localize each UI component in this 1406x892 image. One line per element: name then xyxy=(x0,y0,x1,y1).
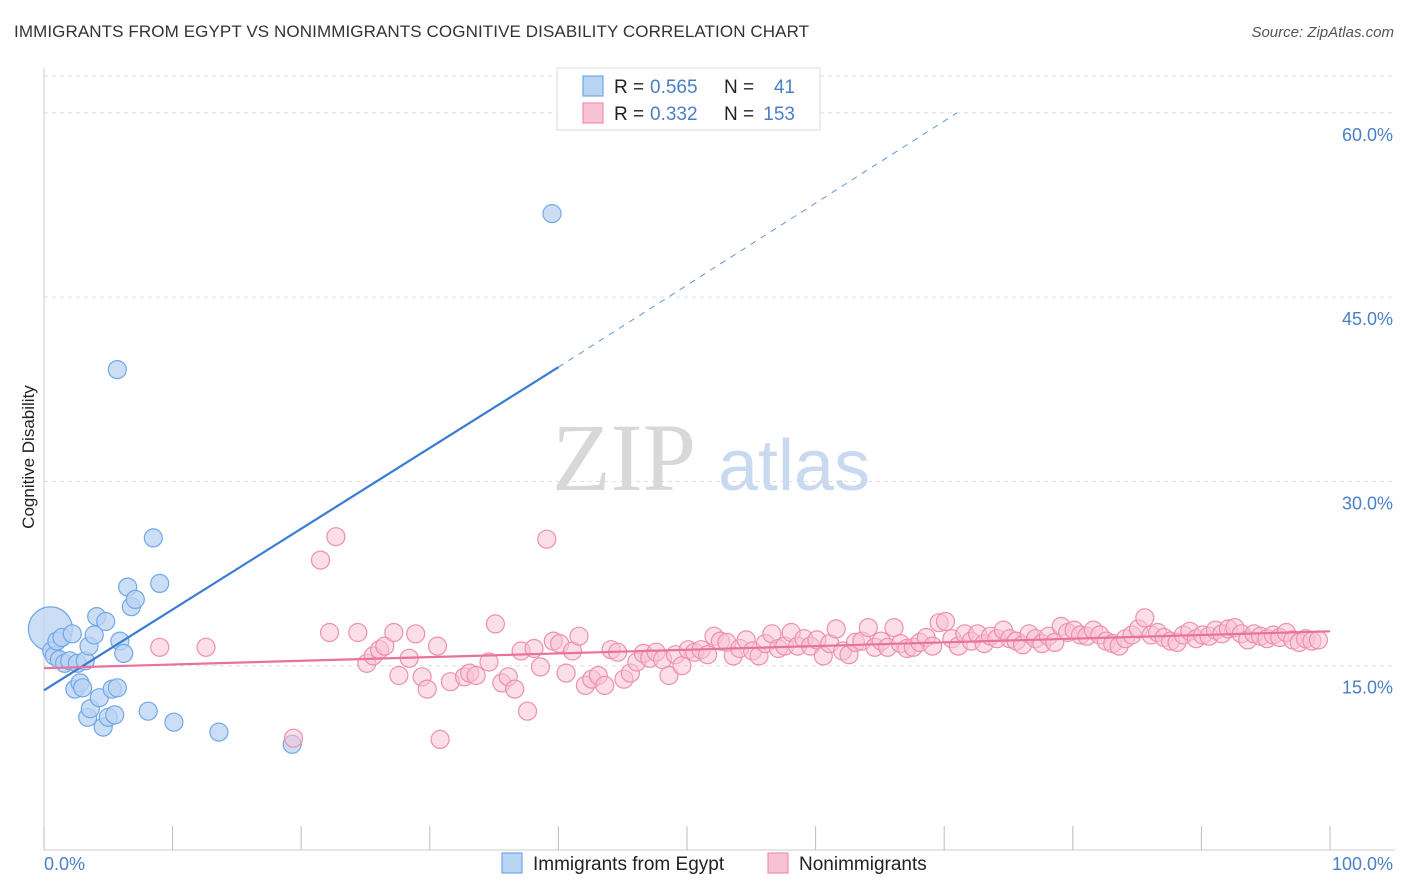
data-point-nonimmigrants xyxy=(1135,608,1155,628)
data-point-nonimmigrants xyxy=(466,665,486,686)
data-point-egypt xyxy=(150,573,170,594)
data-point-nonimmigrants xyxy=(319,622,340,643)
x-tick-label: 0.0% xyxy=(44,854,85,874)
data-point-nonimmigrants xyxy=(505,679,525,699)
trend-line-egypt xyxy=(43,366,559,692)
data-point-nonimmigrants xyxy=(826,619,846,639)
y-tick-label: 45.0% xyxy=(1342,309,1393,329)
legend-r-value: 0.565 xyxy=(650,77,698,98)
legend-n-value: 41 xyxy=(774,77,795,98)
data-point-egypt xyxy=(125,589,145,610)
data-point-nonimmigrants xyxy=(196,637,216,657)
labels-layer: 15.0% 30.0% 45.0% 60.0% 0.0% 100.0% Cognitive … xyxy=(19,125,1393,874)
data-point-egypt xyxy=(209,722,229,742)
bottom-legend: Immigrants from Egypt Nonimmigrants xyxy=(501,852,927,875)
data-point-egypt xyxy=(72,678,93,698)
data-point-nonimmigrants xyxy=(384,622,404,643)
gridlines xyxy=(44,75,1395,667)
data-point-nonimmigrants xyxy=(858,617,878,638)
data-point-nonimmigrants xyxy=(1308,630,1329,650)
data-point-nonimmigrants xyxy=(884,617,904,638)
data-point-nonimmigrants xyxy=(935,611,956,632)
legend-r-value: 0.332 xyxy=(650,104,698,125)
data-point-nonimmigrants xyxy=(326,527,346,547)
legend-n-label: N = xyxy=(724,77,754,98)
legend-box: R = 0.565 N = 41 R = 0.332 N = 153 xyxy=(556,67,821,131)
data-point-nonimmigrants xyxy=(672,656,692,676)
data-point-nonimmigrants xyxy=(150,637,170,657)
legend-r-label: R = xyxy=(614,104,644,125)
legend-r-label: R = xyxy=(614,77,644,98)
data-point-nonimmigrants xyxy=(659,665,679,686)
chart-title: IMMIGRANTS FROM EGYPT VS NONIMMIGRANTS C… xyxy=(14,22,810,41)
y-tick-label: 30.0% xyxy=(1342,493,1393,513)
data-point-nonimmigrants xyxy=(537,529,557,549)
watermark-atlas: atlas xyxy=(718,426,870,506)
data-point-egypt xyxy=(107,678,127,698)
trend-line-egypt-extension xyxy=(558,112,958,368)
y-axis-title: Cognitive Disability xyxy=(19,385,38,529)
data-point-nonimmigrants xyxy=(595,675,615,696)
data-point-egypt xyxy=(84,625,104,645)
bottom-legend-label: Nonimmigrants xyxy=(799,854,927,875)
axes xyxy=(43,68,1395,851)
data-point-nonimmigrants xyxy=(427,636,448,656)
trend-line-nonimmigrants xyxy=(43,630,1331,670)
data-point-nonimmigrants xyxy=(485,614,505,634)
bottom-legend-label: Immigrants from Egypt xyxy=(533,854,725,875)
data-point-nonimmigrants xyxy=(417,679,437,699)
x-tick-label: 100.0% xyxy=(1332,854,1393,874)
data-point-egypt xyxy=(114,643,134,664)
data-point-egypt xyxy=(107,360,127,380)
data-point-nonimmigrants xyxy=(283,728,304,748)
data-point-egypt xyxy=(138,701,158,721)
legend-n-value: 153 xyxy=(763,104,795,125)
data-point-nonimmigrants xyxy=(389,665,409,686)
chart-source: Source: ZipAtlas.com xyxy=(1251,24,1394,41)
y-tick-label: 15.0% xyxy=(1342,678,1393,698)
legend-swatch xyxy=(582,75,604,97)
data-point-egypt xyxy=(62,624,82,644)
data-point-nonimmigrants xyxy=(430,729,450,750)
data-point-egypt xyxy=(105,705,125,725)
data-point-egypt xyxy=(164,712,184,732)
data-point-nonimmigrants xyxy=(375,636,395,656)
bottom-legend-swatch xyxy=(501,852,523,874)
data-point-nonimmigrants xyxy=(922,636,943,656)
data-point-nonimmigrants xyxy=(569,626,589,646)
bottom-legend-swatch xyxy=(767,852,789,874)
data-point-nonimmigrants xyxy=(310,550,331,570)
y-tick-label: 60.0% xyxy=(1342,125,1393,145)
data-point-nonimmigrants xyxy=(556,663,576,683)
data-point-egypt xyxy=(143,528,163,548)
data-point-egypt xyxy=(542,204,562,224)
data-point-egypt xyxy=(96,611,116,632)
trend-layer xyxy=(43,112,1331,692)
data-point-nonimmigrants xyxy=(517,701,538,721)
legend-swatch xyxy=(582,102,604,124)
legend-n-label: N = xyxy=(724,104,754,125)
watermark: ZIP atlas xyxy=(552,404,870,511)
data-point-nonimmigrants xyxy=(406,624,426,644)
data-point-nonimmigrants xyxy=(479,652,499,672)
watermark-zip: ZIP xyxy=(552,404,696,511)
data-point-nonimmigrants xyxy=(530,657,551,677)
data-point-nonimmigrants xyxy=(348,622,368,643)
